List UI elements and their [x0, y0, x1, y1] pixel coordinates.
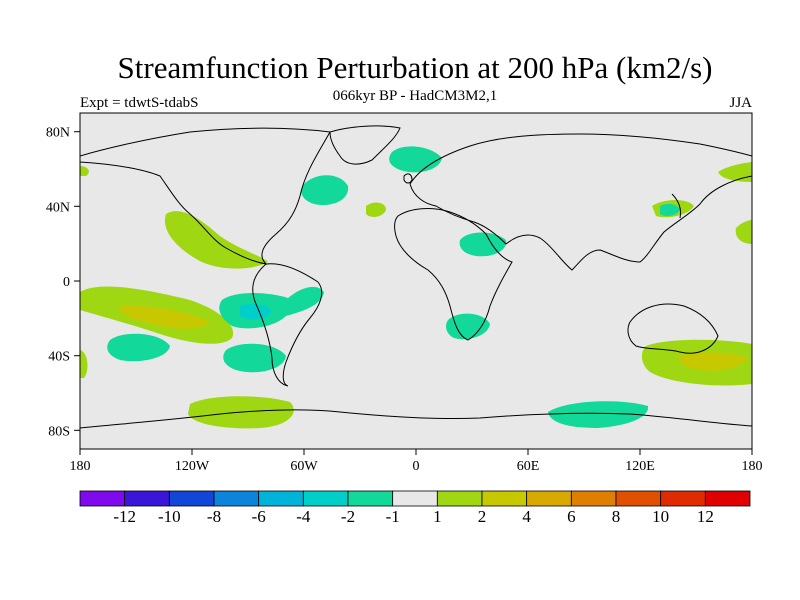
- coast-eurasia: [409, 133, 752, 271]
- x-axis: 180 120W 60W 0 60E 120E 180: [70, 449, 763, 474]
- coast-antarctica: [80, 409, 752, 429]
- colorbar-swatch: [392, 490, 438, 507]
- x-tick-label: 120E: [625, 459, 655, 474]
- anomaly-contours: [80, 146, 752, 429]
- contour-positive-west-edge: [80, 350, 88, 378]
- colorbar-tick-label: -8: [206, 507, 222, 526]
- contour-positive-east-edge2: [735, 220, 752, 244]
- contour-positive-east-edge: [718, 162, 752, 182]
- x-tick-120e: 120E: [625, 449, 655, 474]
- contour-negative-argentina: [223, 343, 286, 373]
- colorbar-swatch: [347, 490, 394, 507]
- x-tick-0: 0: [413, 449, 420, 474]
- coast-north-america: [80, 127, 331, 265]
- contour-negative-mideast: [459, 232, 507, 257]
- season-label: JJA: [729, 95, 752, 111]
- coast-africa: [394, 208, 513, 341]
- plot-subtitle: 066kyr BP - HadCM3M2,1: [332, 88, 498, 104]
- contour-negative-canada: [301, 175, 349, 206]
- colorbar-tick-label: 10: [652, 507, 670, 526]
- colorbar-tick-label: 1: [433, 507, 442, 526]
- colorbar-tick-label: -2: [340, 507, 356, 526]
- y-tick-40n: 40N: [46, 200, 80, 215]
- y-tick-label: 0: [63, 275, 70, 290]
- y-axis: 80N 40N 0 40S 80S: [46, 126, 80, 439]
- colorbar-swatch: [526, 490, 572, 507]
- x-tick-60e: 60E: [517, 449, 540, 474]
- y-tick-label: 80S: [48, 424, 70, 439]
- colorbar-swatch: [570, 490, 617, 507]
- y-tick-40s: 40S: [48, 350, 80, 365]
- colorbar-swatch: [213, 490, 260, 507]
- colorbar-tick-label: 12: [696, 507, 714, 526]
- coast-australia: [627, 303, 719, 354]
- contour-positive-atlantic: [366, 202, 386, 217]
- colorbar-swatch: [615, 490, 662, 507]
- contour-negative-antarctic: [548, 401, 649, 428]
- plot-title: Streamfunction Perturbation at 200 hPa (…: [117, 50, 713, 85]
- colorbar-swatch: [168, 490, 215, 507]
- contour-positive-spacific-core: [119, 305, 210, 329]
- x-tick-label: 60W: [290, 459, 318, 474]
- contour-negative-satlantic-core: [240, 304, 272, 320]
- colorbar-tick-label: -1: [385, 507, 400, 526]
- colorbar-tick-label: -10: [157, 507, 181, 526]
- coast-greenland: [329, 125, 401, 165]
- contour-positive-npacific: [164, 211, 268, 269]
- contour-negative-safrica: [446, 313, 490, 340]
- colorbar-tick-label: 8: [611, 507, 621, 526]
- coast-japan: [671, 193, 681, 219]
- colorbar-swatch: [436, 490, 483, 507]
- colorbar-swatch: [124, 490, 170, 507]
- contour-positive-west-edge2: [80, 166, 89, 176]
- y-tick-label: 40N: [46, 200, 70, 215]
- coast-south-america: [252, 263, 323, 387]
- x-tick-label: 180: [70, 459, 91, 474]
- x-tick-60w: 60W: [290, 449, 318, 474]
- x-tick-180w: 180: [70, 449, 91, 474]
- colorbar-swatch: [302, 490, 349, 507]
- colorbar-tick-label: 2: [477, 507, 487, 526]
- x-tick-label: 0: [413, 459, 420, 474]
- colorbar-swatch: [481, 490, 528, 507]
- y-tick-80n: 80N: [46, 126, 80, 141]
- contour-negative-spacific: [107, 333, 170, 362]
- contour-negative-japan: [660, 203, 680, 217]
- x-tick-120w: 120W: [175, 449, 210, 474]
- contour-positive-australia-core: [678, 352, 748, 371]
- colorbar-tick-label: -4: [296, 507, 311, 526]
- coastlines: [80, 125, 752, 429]
- colorbar-tick-label: -6: [251, 507, 266, 526]
- colorbar-tick-label: -12: [113, 507, 136, 526]
- colorbar: [79, 490, 751, 507]
- colorbar-tick-label: 6: [567, 507, 576, 526]
- colorbar-swatch: [704, 490, 751, 507]
- colorbar-swatch: [258, 490, 304, 507]
- x-tick-180e: 180: [742, 449, 763, 474]
- x-tick-label: 180: [742, 459, 763, 474]
- y-tick-80s: 80S: [48, 424, 80, 439]
- coast-uk: [403, 173, 413, 184]
- x-tick-label: 120W: [175, 459, 210, 474]
- y-tick-0: 0: [63, 275, 80, 290]
- colorbar-swatch: [79, 490, 126, 507]
- colorbar-tick-label: 4: [522, 507, 531, 526]
- y-tick-label: 80N: [46, 126, 70, 141]
- x-tick-label: 60E: [517, 459, 540, 474]
- colorbar-swatch: [660, 490, 706, 507]
- experiment-label: Expt = tdwtS-tdabS: [80, 95, 199, 111]
- y-tick-label: 40S: [48, 350, 70, 365]
